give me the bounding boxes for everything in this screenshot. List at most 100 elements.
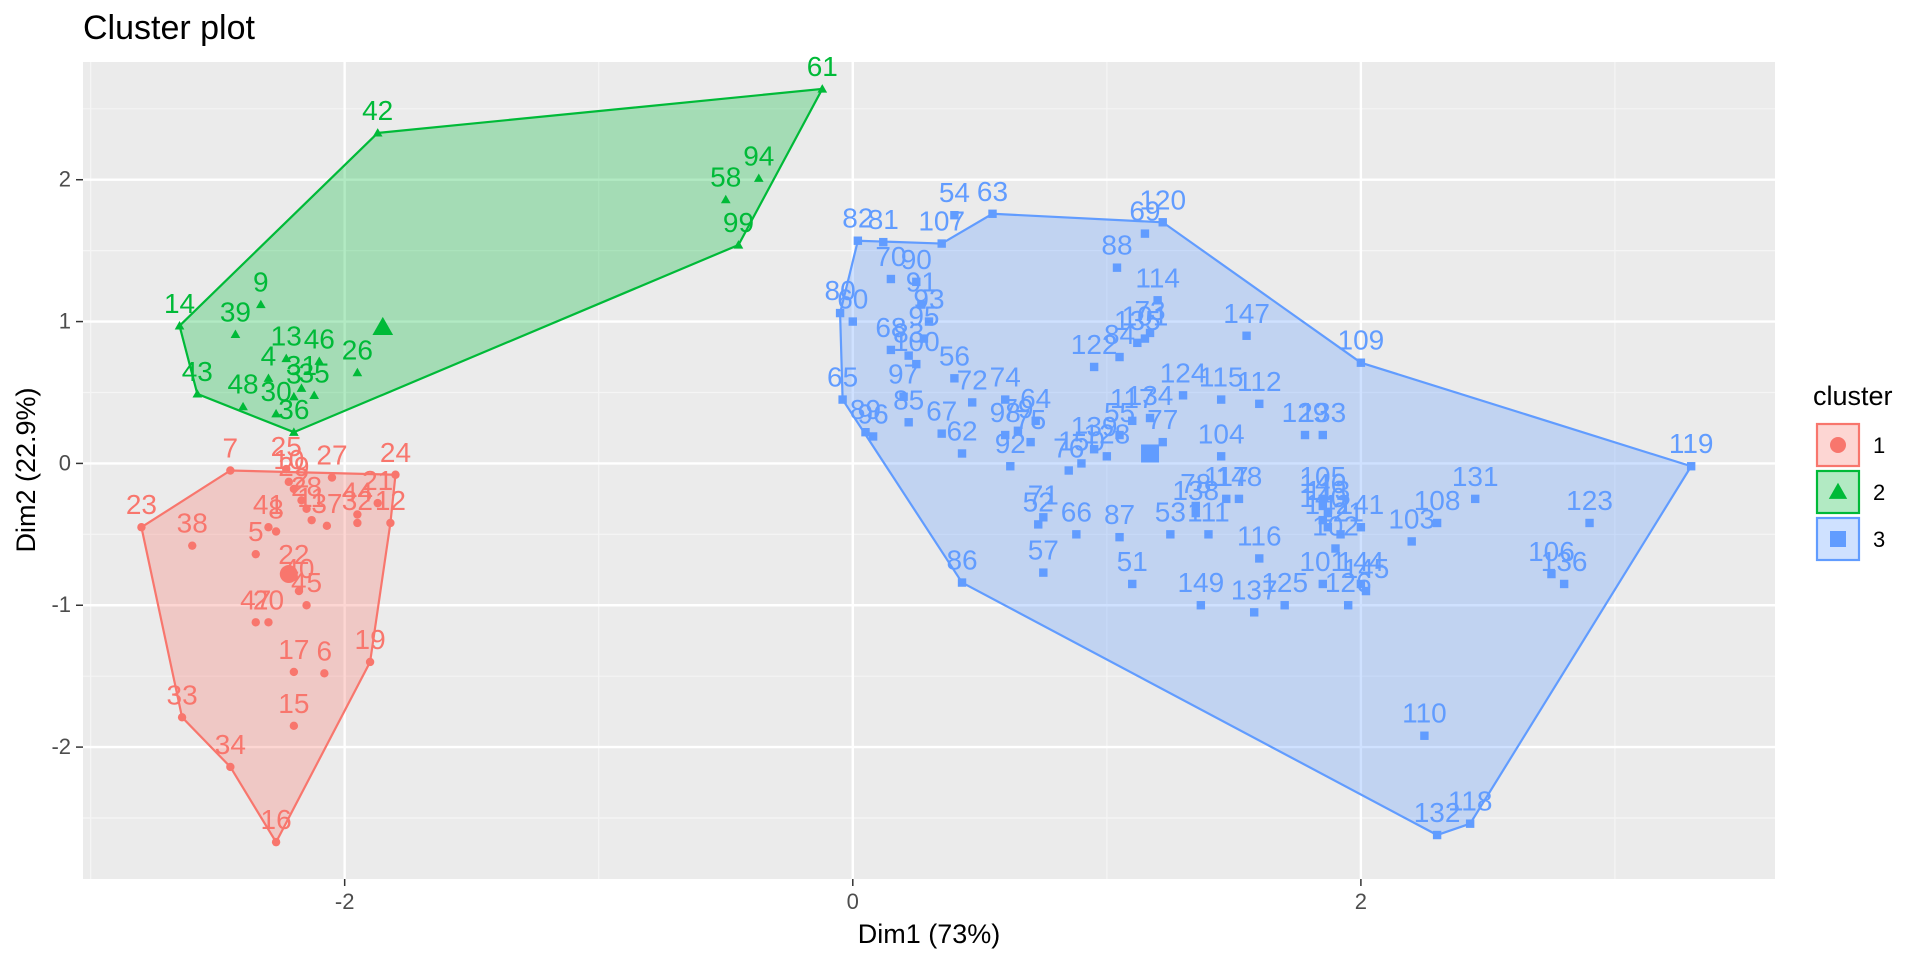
point-label: 110 <box>1402 698 1447 729</box>
cluster-centroid-2 <box>372 316 394 336</box>
data-point <box>307 515 316 525</box>
data-point <box>1318 515 1327 525</box>
point-label: 29 <box>278 451 309 482</box>
point-label: 31 <box>286 350 317 381</box>
data-point <box>919 334 929 343</box>
data-point <box>1216 395 1226 404</box>
data-point <box>1356 523 1366 532</box>
legend-label: 2 <box>1873 480 1885 505</box>
point-label: 123 <box>1566 485 1613 516</box>
point-label: 35 <box>299 357 330 388</box>
x-axis-title: Dim1 (73%) <box>858 919 1001 949</box>
legend-marker-1 <box>1830 437 1846 453</box>
point-label: 14 <box>164 288 195 319</box>
y-axis-title: Dim2 (22.9%) <box>11 387 41 552</box>
point-label: 129 <box>1282 397 1329 428</box>
data-point <box>1140 229 1150 238</box>
legend-title: cluster <box>1813 381 1893 411</box>
legend-label: 1 <box>1873 433 1885 458</box>
data-point <box>264 618 273 627</box>
point-label: 44 <box>342 476 373 507</box>
point-label: 16 <box>261 804 292 835</box>
data-point <box>1318 430 1327 440</box>
point-label: 78 <box>1180 468 1211 499</box>
point-label: 139 <box>1071 411 1118 442</box>
point-label: 137 <box>1231 574 1278 605</box>
data-point <box>1006 462 1015 471</box>
data-point <box>835 308 845 318</box>
y-tick-label: -2 <box>51 734 71 759</box>
data-point <box>1133 338 1142 348</box>
data-point <box>937 429 946 438</box>
data-point <box>1465 819 1475 828</box>
point-label: 144 <box>1338 546 1385 577</box>
data-point <box>912 277 921 287</box>
data-points <box>137 84 1696 847</box>
data-point <box>282 464 291 474</box>
data-point <box>838 395 847 404</box>
data-point <box>1323 508 1333 518</box>
point-label: 48 <box>227 369 258 400</box>
data-point <box>1001 430 1010 440</box>
data-point <box>1089 362 1099 372</box>
point-label: 51 <box>1117 546 1148 577</box>
point-label: 148 <box>1216 461 1263 492</box>
point-label: 103 <box>1388 503 1435 534</box>
point-label: 117 <box>1110 383 1155 414</box>
data-point <box>1331 544 1340 553</box>
point-label: 71 <box>1028 479 1059 510</box>
data-point <box>289 667 299 677</box>
data-point <box>1432 830 1442 840</box>
point-label: 125 <box>1261 567 1308 598</box>
point-label: 60 <box>837 284 868 315</box>
legend-marker-2 <box>1828 482 1848 499</box>
point-label: 100 <box>893 326 940 357</box>
point-label: 101 <box>1299 546 1346 577</box>
point-label: 61 <box>807 51 838 82</box>
point-label: 23 <box>126 489 157 520</box>
data-point <box>1102 452 1112 461</box>
data-point <box>1432 518 1442 528</box>
data-point <box>256 299 266 309</box>
data-point <box>372 128 383 137</box>
data-point <box>353 518 362 528</box>
data-point <box>373 498 382 508</box>
point-label: 34 <box>215 729 246 760</box>
data-point <box>904 418 913 427</box>
point-label: 108 <box>1414 485 1461 516</box>
data-point <box>720 194 731 204</box>
point-label: 12 <box>375 485 406 516</box>
point-label: 81 <box>868 204 899 235</box>
point-label: 76 <box>1053 433 1084 464</box>
cluster-centroids <box>279 316 1160 584</box>
point-label: 32 <box>342 485 373 516</box>
data-point <box>271 527 281 536</box>
data-point <box>365 657 375 667</box>
data-point <box>1089 445 1099 454</box>
point-label: 40 <box>283 553 314 584</box>
data-point <box>289 391 299 401</box>
data-point <box>297 496 306 505</box>
data-point <box>353 510 362 519</box>
point-label: 56 <box>939 340 970 371</box>
point-label: 52 <box>1023 486 1054 517</box>
data-point <box>226 762 235 772</box>
data-point <box>1034 520 1043 529</box>
point-label: 74 <box>990 362 1021 393</box>
point-label: 120 <box>1139 184 1186 215</box>
y-tick-label: -1 <box>51 592 71 617</box>
point-label: 66 <box>1061 496 1092 527</box>
data-point <box>230 329 241 338</box>
data-point <box>904 351 913 360</box>
point-label: 135 <box>1114 305 1161 336</box>
point-label: 47 <box>240 584 271 615</box>
data-point <box>1077 459 1086 468</box>
data-point <box>1128 416 1137 426</box>
data-point <box>1407 537 1416 546</box>
data-point <box>957 578 967 587</box>
point-label: 82 <box>842 203 873 234</box>
data-point <box>251 618 260 627</box>
point-label: 17 <box>278 634 309 665</box>
point-label: 24 <box>380 437 411 468</box>
point-label: 20 <box>253 584 284 615</box>
